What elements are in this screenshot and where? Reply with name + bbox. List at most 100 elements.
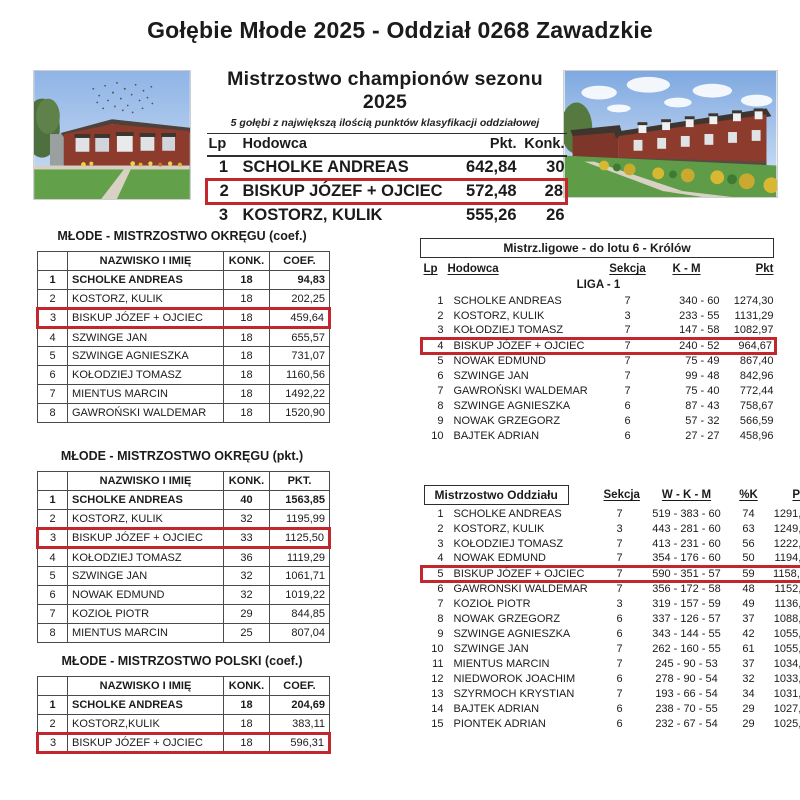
- liga-row: 3 KOŁODZIEJ TOMASZ 7 147 - 58 1082,97: [422, 323, 776, 338]
- cell-pkt: 1082,97: [733, 323, 774, 336]
- table-row: 3 BISKUP JÓZEF + OJCIEC 33 1125,50: [36, 527, 331, 549]
- col-lp: [37, 251, 68, 271]
- cell-name: KOSTORZ,KULIK: [67, 714, 224, 734]
- cell-konk: 18: [223, 289, 270, 309]
- roof: [60, 119, 190, 137]
- loft-photo-right-illustration: [564, 71, 777, 197]
- cell-wkm: 319 - 157 - 59: [652, 597, 721, 610]
- cell-pkt: 1291,28: [773, 507, 800, 520]
- cell-hodowca: BISKUP JÓZEF + OJCIEC: [240, 178, 457, 205]
- cell-lp: 2: [437, 522, 444, 535]
- cell-lp: 7: [37, 604, 68, 624]
- liga-row: 2 KOSTORZ, KULIK 3 233 - 55 1131,29: [422, 308, 776, 323]
- table-row: 6 KOŁODZIEJ TOMASZ 18 1160,56: [37, 365, 330, 385]
- cell-pkt: 1025,30: [773, 717, 800, 730]
- cell-sekcja: 7: [616, 551, 623, 564]
- oddzial-header-row: Mistrzostwo Oddziału Sekcja W - K - M %K…: [422, 484, 800, 506]
- cell-lp: 3: [36, 527, 68, 549]
- cell-konk: 18: [223, 327, 270, 347]
- cell-name: SZWINGE AGNIESZKA: [67, 346, 224, 366]
- oddzial-row: 12 NIEDWOROK JOACHIM 6 278 - 90 - 54 32 …: [422, 671, 800, 686]
- cell-lp: 7: [437, 384, 444, 397]
- cell-hodowca: PIONTEK ADRIAN: [453, 717, 546, 730]
- oddzial-row: 15 PIONTEK ADRIAN 6 232 - 67 - 54 29 102…: [422, 716, 800, 731]
- cell-wkm: 245 - 90 - 53: [655, 657, 718, 670]
- table-row: 7 MIENTUS MARCIN 18 1492,22: [37, 384, 330, 404]
- cell-hodowca: GAWROŃSKI WALDEMAR: [453, 384, 588, 397]
- windows: [633, 130, 761, 151]
- table-row: 6 NOWAK EDMUND 32 1019,22: [37, 585, 330, 605]
- cell-hodowca: NOWAK EDMUND: [453, 551, 546, 564]
- cell-konk: 40: [223, 490, 270, 510]
- cell-lp: 15: [431, 717, 444, 730]
- cell-name: SCHOLKE ANDREAS: [67, 270, 224, 290]
- cell-pk: 56: [742, 537, 755, 550]
- cell-lp: 1: [437, 507, 444, 520]
- cell-wkm: 413 - 231 - 60: [652, 537, 721, 550]
- cell-lp: 2: [437, 309, 444, 322]
- cell-hodowca: SZYRMOCH KRYSTIAN: [453, 687, 575, 700]
- champion-row: 3 KOSTORZ, KULIK 555,26 26: [207, 204, 567, 227]
- cell-pk: 32: [742, 672, 755, 685]
- cell-sekcja: 6: [624, 429, 631, 442]
- cell-sekcja: 7: [624, 384, 631, 397]
- cell-konk: 18: [223, 403, 270, 423]
- champion-header-row: Lp Hodowca Pkt. Konk.: [206, 133, 567, 157]
- cell-pkt: 1088,34: [773, 612, 800, 625]
- liga-row: 5 NOWAK EDMUND 7 75 - 49 867,40: [422, 353, 776, 368]
- cell-konk: 25: [223, 623, 270, 643]
- oddzial-row: 10 SZWINGE JAN 7 262 - 160 - 55 61 1055,…: [422, 641, 800, 656]
- windows: [74, 132, 176, 152]
- cell-lp: 6: [437, 583, 444, 596]
- cell-lp: 6: [37, 365, 68, 385]
- cell-lp: 1: [37, 270, 68, 290]
- cell-lp: 1: [37, 490, 68, 510]
- cell-name: BISKUP JÓZEF + OJCIEC: [67, 307, 224, 329]
- cell-name: SZWINGE JAN: [67, 566, 224, 586]
- oddzial-title: Mistrzostwo Oddziału: [422, 484, 602, 506]
- table-row: 1 SCHOLKE ANDREAS 18 94,83: [37, 270, 330, 290]
- cell-sekcja: 7: [624, 294, 631, 307]
- table-row: 4 SZWINGE JAN 18 655,57: [37, 327, 330, 347]
- cell-km: 340 - 60: [679, 294, 720, 307]
- cell-lp: 6: [37, 585, 68, 605]
- cell-wkm: 343 - 144 - 55: [652, 627, 721, 640]
- cell-sekcja: 3: [616, 597, 623, 610]
- cell-lp: 10: [431, 429, 444, 442]
- cell-name: MIENTUS MARCIN: [67, 384, 224, 404]
- cell-hodowca: KOŁODZIEJ TOMASZ: [453, 537, 564, 550]
- cell-wkm: 354 - 176 - 60: [652, 551, 721, 564]
- cell-sekcja: 7: [624, 369, 631, 382]
- cell-sekcja: 7: [603, 336, 652, 355]
- liga-group-row: LIGA - 1: [422, 277, 776, 293]
- cell-km: 240 - 52: [651, 336, 722, 355]
- liga-row: 9 NOWAK GRZEGORZ 6 57 - 32 566,59: [422, 413, 776, 428]
- cell-lp: 8: [437, 612, 444, 625]
- cell-hodowca: MIENTUS MARCIN: [453, 657, 550, 670]
- col-hodowca: Hodowca: [447, 263, 499, 275]
- cell-hodowca: SZWINGE AGNIESZKA: [453, 627, 571, 640]
- loft-building: [618, 114, 767, 165]
- cell-pkt: 1194,26: [774, 551, 800, 564]
- liga-section: Mistrz.ligowe - do lotu 6 - Królów Lp Ho…: [420, 238, 777, 443]
- flowers: [81, 161, 182, 167]
- cell-wkm: 519 - 383 - 60: [652, 507, 721, 520]
- cell-hodowca: GAWRONSKI WALDEMAR: [453, 583, 588, 596]
- flower-bushes: [599, 160, 777, 194]
- oddzial-row: 14 BAJTEK ADRIAN 6 238 - 70 - 55 29 1027…: [422, 701, 800, 716]
- cell-pkt: 1055,23: [773, 642, 800, 655]
- cell-wkm: 232 - 67 - 54: [655, 717, 718, 730]
- cell-lp: 11: [432, 657, 444, 670]
- cell-hodowca: SCHOLKE ANDREAS: [453, 507, 562, 520]
- cell-name: KOSTORZ, KULIK: [67, 509, 224, 529]
- cell-val: 1492,22: [269, 384, 330, 404]
- col-lp: [37, 676, 68, 696]
- col-name: NAZWISKO I IMIĘ: [67, 676, 224, 696]
- cell-konk: 26: [546, 206, 565, 225]
- table-row: 3 BISKUP JÓZEF + OJCIEC 18 596,31: [36, 732, 331, 754]
- liga-row: 8 SZWINGE AGNIESZKA 6 87 - 43 758,67: [422, 398, 776, 413]
- cell-lp: 6: [437, 369, 444, 382]
- cell-pk: 42: [742, 627, 755, 640]
- cell-hodowca: BAJTEK ADRIAN: [453, 429, 540, 442]
- cell-val: 1160,56: [269, 365, 330, 385]
